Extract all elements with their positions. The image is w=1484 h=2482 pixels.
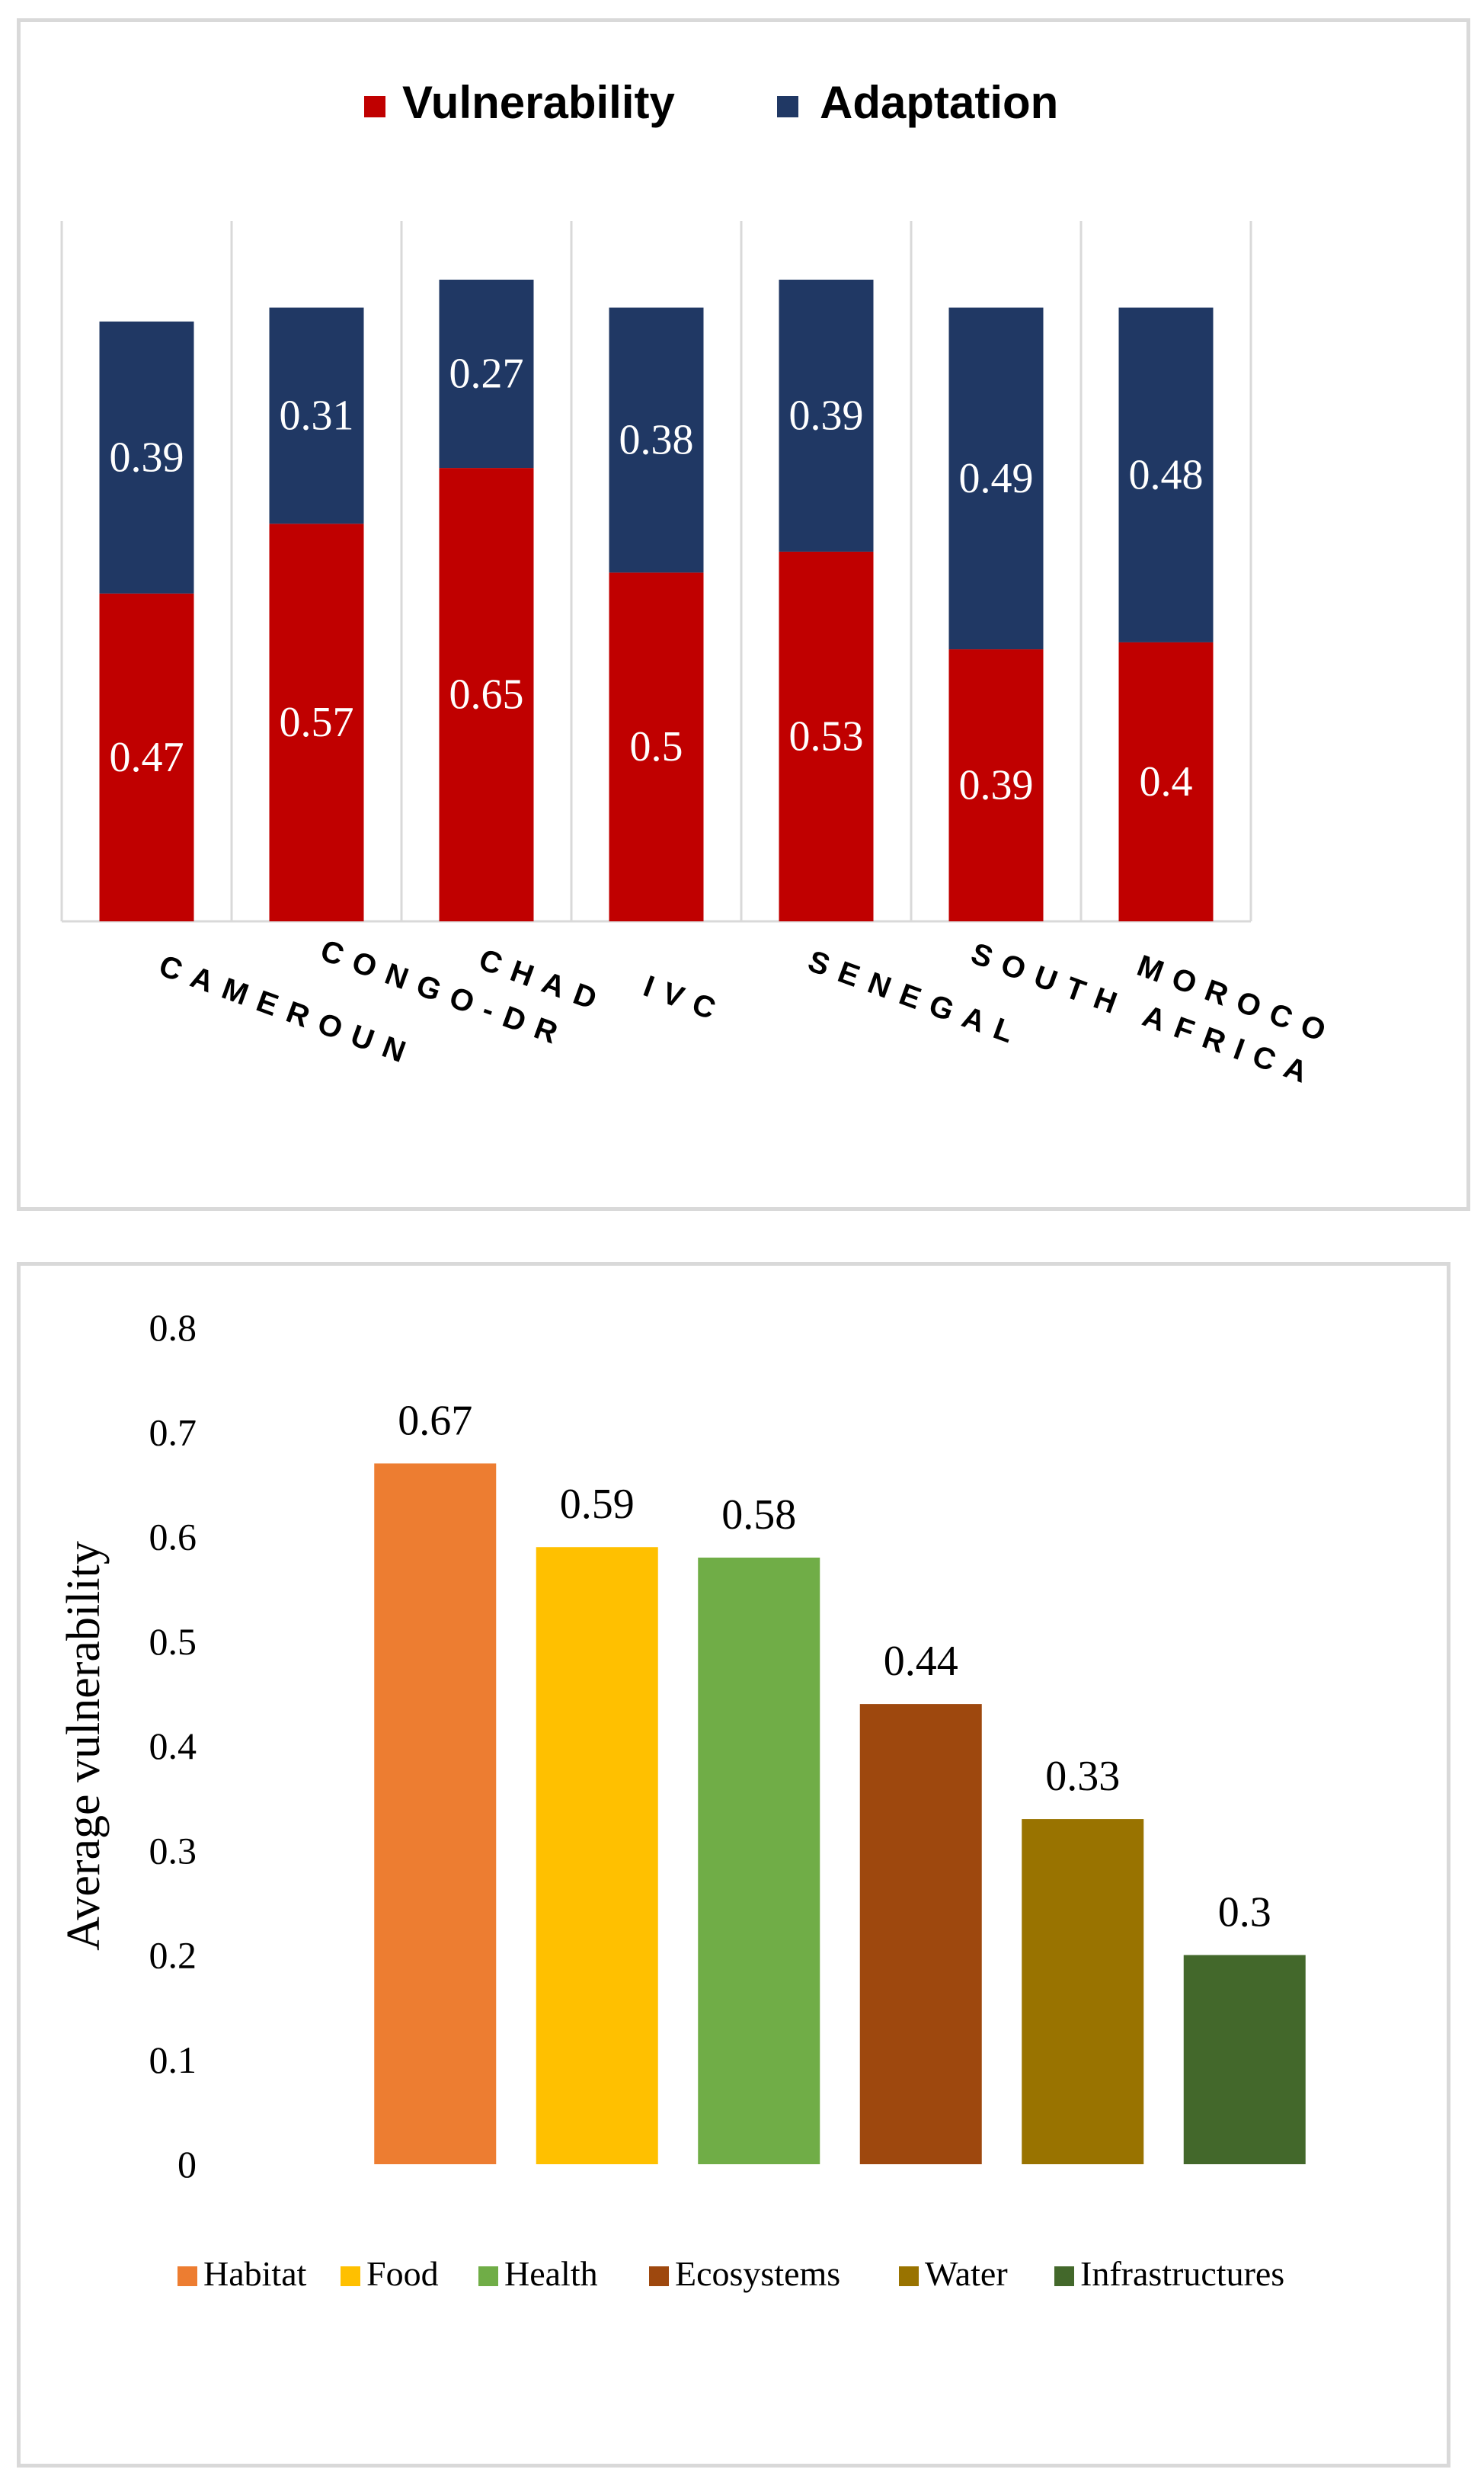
legend-swatch-food	[341, 2266, 360, 2286]
legend-swatch-water	[899, 2266, 919, 2286]
bar-vulnerability	[269, 524, 364, 921]
data-label-adaptation: 0.48	[1129, 451, 1204, 498]
data-label-adaptation: 0.39	[789, 392, 864, 439]
legend-swatch-adaptation	[777, 96, 798, 117]
data-label-adaptation: 0.39	[110, 434, 184, 481]
bar-adaptation	[779, 280, 874, 552]
bar-habitat	[374, 1463, 497, 2164]
data-label: 0.33	[1045, 1753, 1120, 1800]
category-label: IVC	[639, 969, 731, 1030]
data-label: 0.58	[721, 1491, 796, 1539]
y-tick-label: 0.6	[149, 1516, 197, 1558]
y-tick-label: 0.3	[149, 1829, 197, 1872]
data-label-vulnerability: 0.4	[1140, 758, 1193, 805]
data-label-vulnerability: 0.57	[280, 699, 354, 746]
legend-label-health: Health	[504, 2254, 598, 2293]
bar-adaptation	[1118, 307, 1214, 642]
y-tick-label: 0.5	[149, 1620, 197, 1663]
data-label: 0.44	[884, 1638, 958, 1685]
legend-label-infrastructures: Infrastructures	[1080, 2254, 1284, 2293]
legend-label-habitat: Habitat	[203, 2254, 307, 2293]
bar-vulnerability	[439, 468, 534, 921]
bar-adaptation	[99, 321, 194, 594]
legend-label-ecosystems: Ecosystems	[675, 2254, 840, 2293]
bar-adaptation	[439, 280, 534, 469]
y-tick-label: 0	[178, 2143, 197, 2186]
bar-adaptation	[269, 307, 364, 524]
data-label: 0.67	[398, 1397, 472, 1444]
bar-vulnerability	[1118, 642, 1214, 921]
legend-label-water: Water	[925, 2254, 1008, 2293]
bar-vulnerability	[99, 593, 194, 921]
legend-swatch-vulnerability	[364, 96, 385, 117]
data-label-adaptation: 0.49	[959, 455, 1034, 502]
vulnerability-bar-chart-panel: 0 0.1 0.2 0.3 0.4 0.5 0.6 0.7 0.8 Average vulnera…	[17, 1262, 1450, 2468]
data-label-adaptation: 0.38	[619, 417, 694, 464]
y-tick-label: 0.1	[149, 2038, 197, 2081]
stacked-bar-chart: Vulnerability Adaptation0.470.39CAMEROUN0…	[60, 77, 1341, 1094]
data-label: 0.3	[1218, 1889, 1271, 1936]
stacked-bar-chart-panel: Vulnerability Adaptation 0.47 0.39 CAMEROUN 0…	[17, 18, 1470, 1211]
y-tick-label: 0.2	[149, 1934, 197, 1977]
legend-label-vulnerability: Vulnerability	[402, 77, 675, 128]
legend-swatch-ecosystems	[649, 2266, 669, 2286]
legend-swatch-habitat	[178, 2266, 197, 2286]
data-label: 0.59	[560, 1481, 635, 1528]
legend-swatch-infrastructures	[1054, 2266, 1074, 2286]
bar-water	[1022, 1819, 1144, 2164]
bar-adaptation	[948, 307, 1044, 650]
bar-vulnerability	[779, 551, 874, 921]
bar-infrastructures	[1183, 1955, 1306, 2164]
legend-label-food: Food	[366, 2254, 439, 2293]
y-tick-label: 0.8	[149, 1306, 197, 1349]
data-label-vulnerability: 0.47	[110, 734, 184, 781]
vulnerability-bar-chart: 0 0.1 0.2 0.3 0.4 0.5 0.6 0.7 0.8 Average vulnera…	[58, 1306, 1306, 2293]
data-label-adaptation: 0.27	[449, 351, 524, 398]
data-label-adaptation: 0.31	[280, 392, 354, 439]
data-label-vulnerability: 0.53	[789, 713, 864, 760]
bar-ecosystems	[859, 1704, 982, 2164]
bar-health	[698, 1557, 820, 2164]
data-label-vulnerability: 0.5	[630, 723, 683, 770]
y-tick-label: 0.7	[149, 1411, 197, 1453]
y-axis-label: Average vulnerability	[58, 1541, 110, 1951]
legend-swatch-health	[478, 2266, 498, 2286]
bar-vulnerability	[948, 649, 1044, 921]
bar-adaptation	[609, 307, 704, 573]
bar-vulnerability	[609, 572, 704, 921]
data-label-vulnerability: 0.39	[959, 762, 1034, 809]
data-label-vulnerability: 0.65	[449, 671, 524, 719]
y-tick-label: 0.4	[149, 1725, 197, 1767]
bar-food	[536, 1547, 658, 2164]
legend-label-adaptation: Adaptation	[820, 77, 1058, 128]
